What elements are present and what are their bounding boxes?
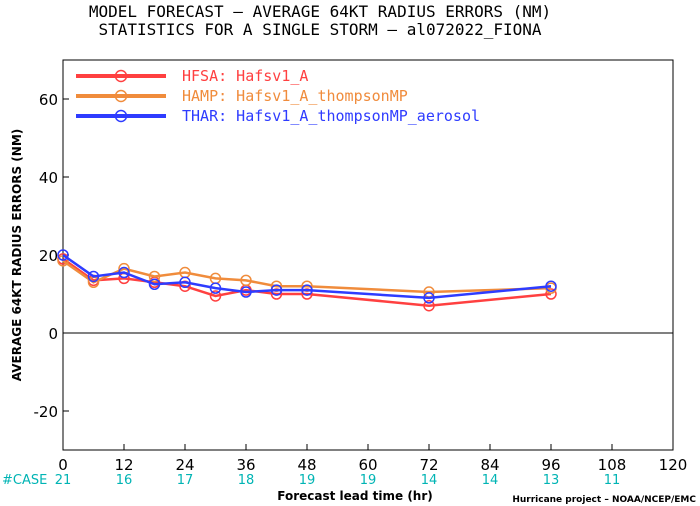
case-count: 16 [116, 473, 133, 488]
legend-marker-1 [114, 89, 128, 103]
chart-title-line2: STATISTICS FOR A SINGLE STORM – al072022… [98, 20, 542, 39]
series-2-point [148, 278, 161, 290]
legend-marker-0 [114, 69, 128, 83]
case-count: 14 [421, 473, 438, 488]
x-axis-label: Forecast lead time (hr) [277, 489, 433, 503]
case-count: 19 [299, 473, 316, 488]
case-count: 11 [604, 473, 621, 488]
series-1-point [148, 270, 161, 283]
case-count: 13 [543, 473, 560, 488]
x-tick-label: 48 [297, 456, 316, 474]
credit-text: Hurricane project – NOAA/NCEP/EMC [512, 495, 696, 505]
series-1-point [240, 274, 252, 287]
x-tick-label: 96 [541, 456, 560, 474]
y-tick-label: 20 [39, 247, 58, 265]
series-2-point [270, 284, 283, 296]
x-tick-label: 36 [236, 456, 255, 474]
y-axis-label: AVERAGE 64KT RADIUS ERRORS (NM) [10, 129, 24, 381]
series-line-2 [62, 253, 552, 300]
legend-entry-0: HFSA: Hafsv1_A [182, 67, 308, 85]
y-tick-label: 0 [48, 325, 58, 343]
series-line-0 [62, 257, 552, 307]
x-tick-label: 108 [598, 456, 627, 474]
series-2-point [209, 282, 222, 294]
legend-marker-2 [114, 109, 128, 123]
case-count: 19 [360, 473, 377, 488]
case-count: 21 [55, 473, 72, 488]
x-tick-label: 72 [419, 456, 438, 474]
series-2-point [240, 286, 252, 298]
case-count: 18 [238, 473, 255, 488]
case-count: 17 [177, 473, 194, 488]
legend-entry-1: HAMP: Hafsv1_A_thompsonMP [182, 87, 408, 105]
x-tick-label: 12 [114, 456, 133, 474]
series-0-point [209, 290, 222, 302]
series-2-point [118, 266, 130, 279]
x-tick-label: 0 [58, 456, 68, 474]
series-0-point [423, 299, 435, 312]
series-2-point [545, 280, 557, 292]
series-2-point [57, 249, 69, 261]
y-tick-label: 40 [39, 169, 58, 187]
series-2-point [87, 270, 100, 283]
series-2-point [301, 284, 313, 296]
case-count-label: #CASE [2, 473, 47, 488]
x-tick-label: 60 [358, 456, 377, 474]
legend-entry-2: THAR: Hafsv1_A_thompsonMP_aerosol [182, 107, 480, 125]
chart-title-line1: MODEL FORECAST – AVERAGE 64KT RADIUS ERR… [88, 2, 552, 21]
x-tick-label: 84 [480, 456, 499, 474]
series-2-point [179, 276, 191, 289]
y-tick-label: 60 [39, 91, 58, 109]
y-tick-label: -20 [34, 403, 59, 421]
x-tick-label: 24 [175, 456, 194, 474]
case-count: 14 [482, 473, 499, 488]
series-2-point [423, 292, 435, 304]
x-tick-label: 120 [659, 456, 688, 474]
